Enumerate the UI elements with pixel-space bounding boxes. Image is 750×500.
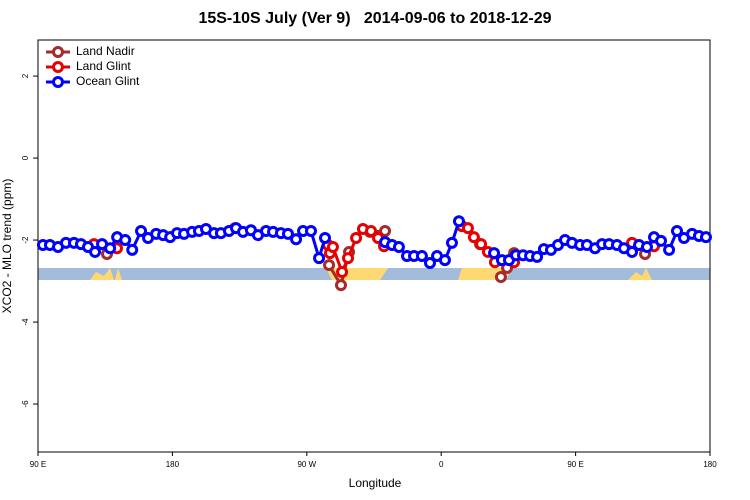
data-point bbox=[663, 243, 676, 256]
data-point bbox=[290, 233, 303, 246]
y-tick-label: -2 bbox=[21, 236, 30, 244]
data-point bbox=[350, 232, 363, 245]
legend-label: Land Nadir bbox=[76, 44, 135, 58]
data-point bbox=[640, 241, 653, 254]
data-point bbox=[326, 241, 339, 254]
data-point bbox=[452, 215, 465, 228]
data-point bbox=[445, 236, 458, 249]
data-point bbox=[415, 250, 428, 263]
data-point bbox=[342, 252, 355, 265]
legend-marker bbox=[52, 76, 64, 88]
data-point bbox=[626, 245, 639, 258]
legend-marker bbox=[52, 61, 64, 73]
x-axis-title: Longitude bbox=[349, 476, 402, 490]
data-point bbox=[304, 225, 317, 238]
data-point bbox=[126, 243, 139, 256]
y-tick-label: -6 bbox=[21, 400, 30, 408]
data-point bbox=[438, 254, 451, 267]
data-point bbox=[379, 225, 392, 238]
data-point bbox=[119, 234, 132, 247]
data-point bbox=[336, 266, 349, 279]
data-point bbox=[699, 231, 712, 244]
data-point bbox=[323, 259, 336, 272]
x-tick-label: 180 bbox=[166, 460, 180, 469]
data-point bbox=[365, 225, 378, 238]
y-tick-label: -4 bbox=[21, 318, 30, 326]
data-point bbox=[475, 238, 488, 251]
x-tick-label: 90 E bbox=[567, 460, 583, 469]
y-axis-title: XCO2 - MLO trend (ppm) bbox=[0, 179, 14, 314]
data-point bbox=[281, 227, 294, 240]
data-point bbox=[494, 270, 507, 283]
y-tick-label: 0 bbox=[21, 155, 30, 160]
data-point bbox=[461, 222, 474, 235]
data-point bbox=[313, 252, 326, 265]
surface-strip bbox=[38, 268, 710, 280]
data-point bbox=[334, 279, 347, 292]
data-point bbox=[89, 245, 102, 258]
data-point bbox=[655, 234, 668, 247]
y-tick-label: 2 bbox=[21, 73, 30, 78]
chart-title: 15S-10S July (Ver 9) 2014-09-06 to 2018-… bbox=[198, 10, 551, 27]
data-point bbox=[670, 225, 683, 238]
x-tick-label: 0 bbox=[439, 460, 444, 469]
legend-label: Ocean Glint bbox=[76, 74, 140, 88]
data-point bbox=[467, 231, 480, 244]
x-tick-label: 90 W bbox=[297, 460, 316, 469]
data-point bbox=[392, 241, 405, 254]
x-tick-label: 180 bbox=[703, 460, 717, 469]
data-point bbox=[488, 247, 501, 260]
data-point bbox=[424, 257, 436, 270]
data-point bbox=[531, 250, 544, 263]
data-point bbox=[135, 225, 148, 238]
x-tick-label: 90 E bbox=[30, 460, 46, 469]
legend-marker bbox=[52, 46, 64, 58]
data-point bbox=[104, 242, 117, 255]
legend-label: Land Glint bbox=[76, 59, 131, 73]
data-point bbox=[319, 232, 332, 245]
